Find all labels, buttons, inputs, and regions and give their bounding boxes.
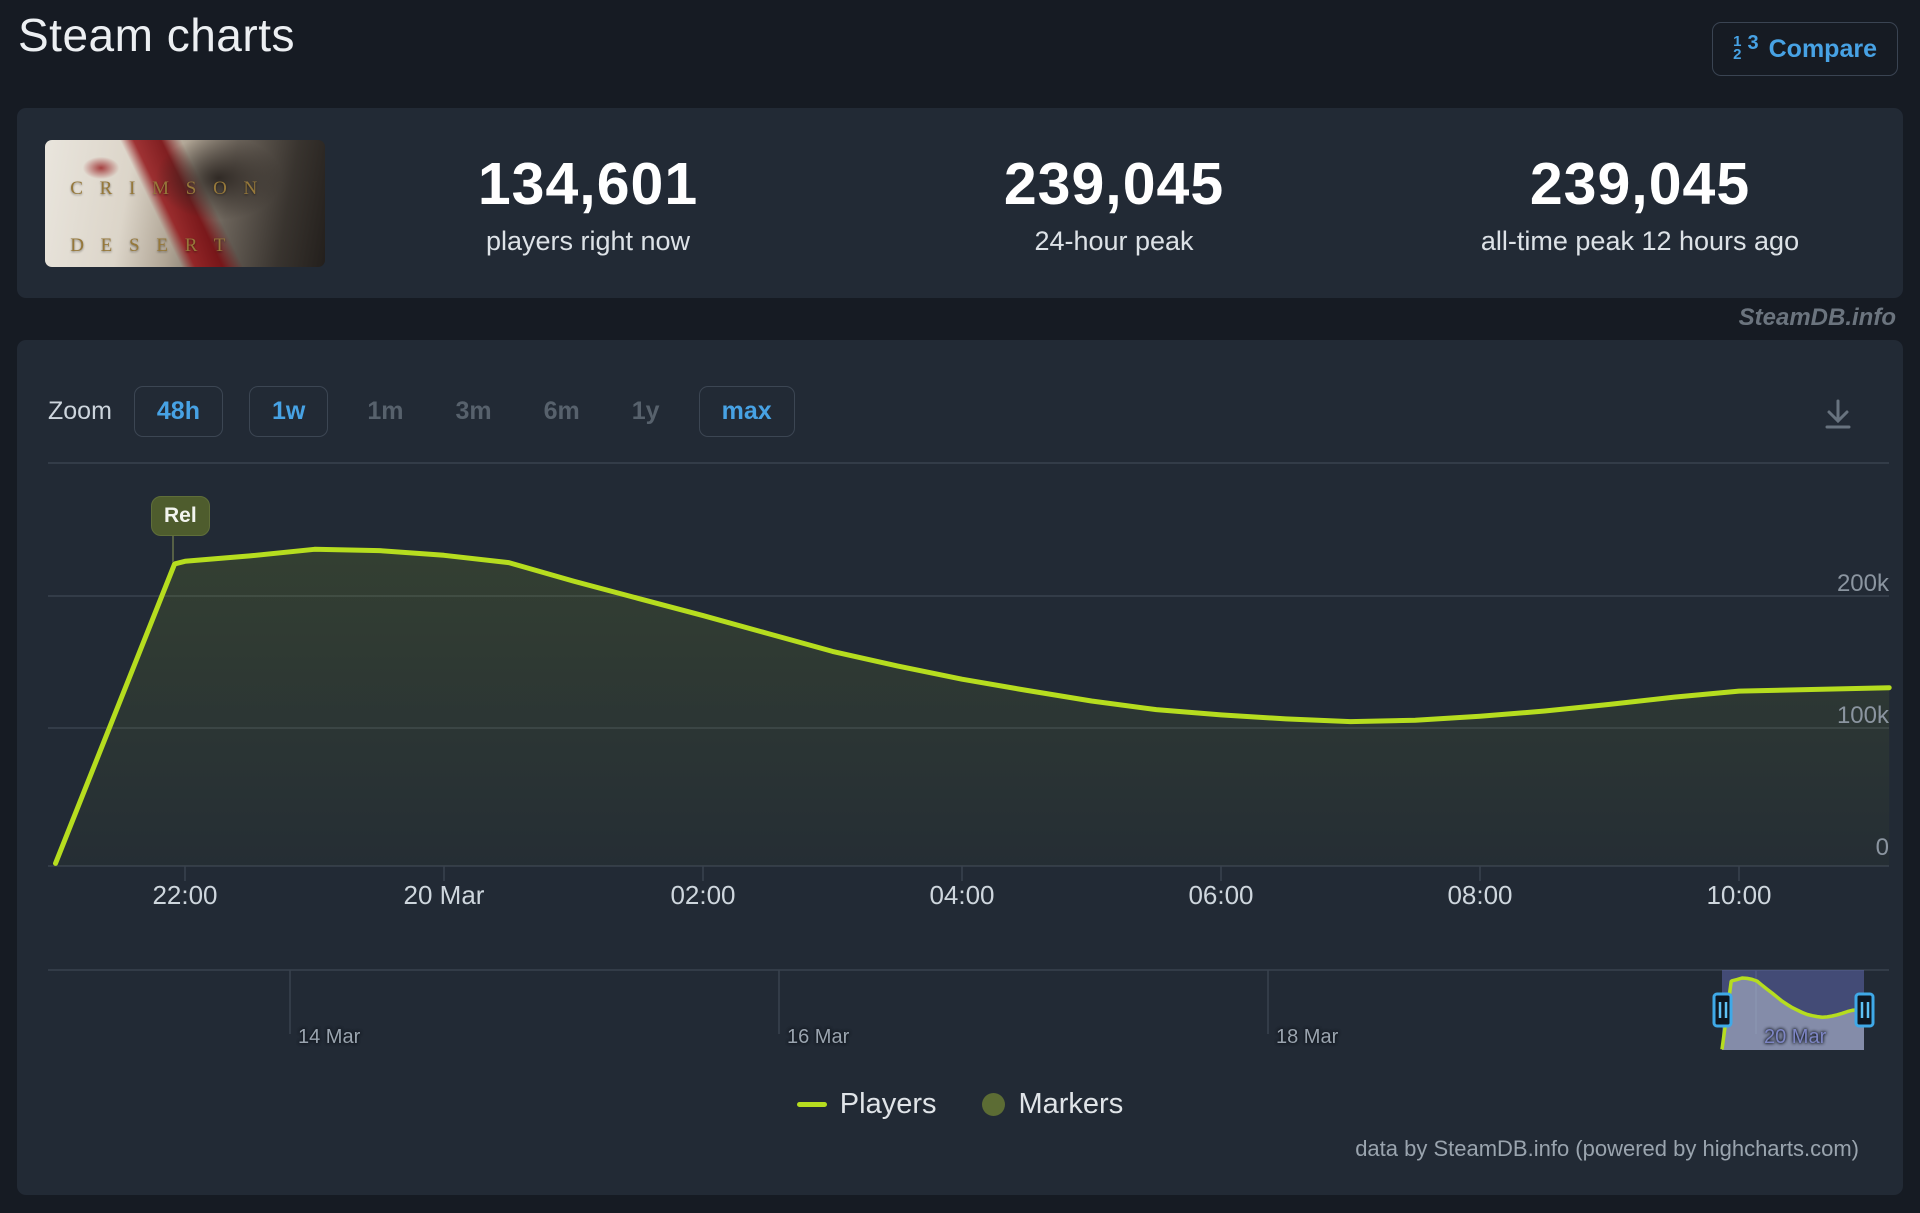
stat-24h-peak: 239,045 24-hour peak: [851, 150, 1377, 257]
one-half-three-icon: 3: [1747, 31, 1759, 54]
stat-alltime-peak: 239,045 all-time peak 12 hours ago: [1377, 150, 1903, 257]
zoom-toolbar: Zoom 48h 1w 1m 3m 6m 1y max: [48, 386, 795, 437]
game-title: C R I M S O N D E S E R T: [70, 178, 264, 257]
stat-value: 239,045: [1003, 150, 1225, 217]
players-chart: [48, 462, 1892, 1050]
stats-row: 134,601 players right now 239,045 24-hou…: [325, 150, 1903, 257]
x-tick: 06:00: [1188, 880, 1254, 910]
x-axis-line: [48, 865, 1889, 881]
legend-label: Markers: [1018, 1088, 1124, 1120]
players-line: [53, 546, 1892, 866]
players-line-swatch: [796, 1102, 827, 1107]
y-gridlines: [48, 462, 1889, 729]
zoom-6m-button: 6m: [531, 386, 593, 437]
chart-panel: Zoom 48h 1w 1m 3m 6m 1y max: [17, 340, 1903, 1195]
stats-panel: C R I M S O N D E S E R T 134,601 player…: [17, 108, 1903, 298]
zoom-label: Zoom: [48, 397, 112, 425]
stat-label: all-time peak 12 hours ago: [1480, 225, 1800, 256]
y-tick-100k: 100k: [1836, 702, 1889, 729]
navigator-tick: 20 Mar: [1764, 1026, 1827, 1048]
stat-value: 134,601: [477, 150, 699, 217]
y-tick-200k: 200k: [1836, 570, 1889, 597]
navigator-tick: 18 Mar: [1276, 1026, 1339, 1048]
zoom-48h-button[interactable]: 48h: [133, 386, 223, 437]
legend-item-markers[interactable]: Markers: [982, 1088, 1123, 1121]
page-title: Steam charts: [18, 9, 295, 61]
x-tick: 02:00: [670, 880, 736, 910]
navigator-tick: 14 Mar: [298, 1026, 361, 1048]
x-tick: 10:00: [1706, 880, 1772, 910]
navigator-tick: 16 Mar: [787, 1026, 850, 1048]
legend-item-players[interactable]: Players: [796, 1088, 937, 1121]
navigator-left-handle[interactable]: [1712, 992, 1733, 1028]
stat-current-players: 134,601 players right now: [325, 150, 851, 257]
markers-circle-swatch: [982, 1093, 1006, 1116]
zoom-max-button[interactable]: max: [698, 386, 795, 437]
release-flag-stem: [172, 534, 174, 562]
compare-button-label: Compare: [1768, 34, 1877, 63]
x-tick: 08:00: [1447, 880, 1513, 910]
zoom-1w-button[interactable]: 1w: [249, 386, 329, 437]
steamdb-watermark: SteamDB.info: [1738, 304, 1896, 331]
zoom-1y-button: 1y: [619, 386, 673, 437]
navigator-right-handle[interactable]: [1854, 992, 1875, 1028]
game-capsule-image: C R I M S O N D E S E R T: [45, 139, 325, 267]
stat-label: 24-hour peak: [1034, 225, 1194, 256]
chart-credits: data by SteamDB.info (powered by highcha…: [1355, 1136, 1859, 1161]
x-axis-ticks: [184, 866, 1740, 881]
navigator-gridlines: [289, 970, 1757, 1034]
stat-value: 239,045: [1529, 150, 1751, 217]
zoom-1m-button: 1m: [354, 386, 416, 437]
stat-label: players right now: [485, 225, 691, 256]
chart-legend: Players Markers: [17, 1088, 1903, 1121]
zoom-3m-button: 3m: [443, 386, 505, 437]
x-tick: 04:00: [929, 880, 995, 910]
players-area-fill: [55, 549, 1890, 866]
legend-label: Players: [839, 1088, 937, 1120]
download-chart-icon[interactable]: [1819, 396, 1857, 439]
release-flag[interactable]: Rel: [151, 496, 210, 536]
x-tick: 20 Mar: [403, 880, 485, 910]
y-tick-0: 0: [1875, 834, 1889, 861]
x-tick: 22:00: [152, 880, 218, 910]
